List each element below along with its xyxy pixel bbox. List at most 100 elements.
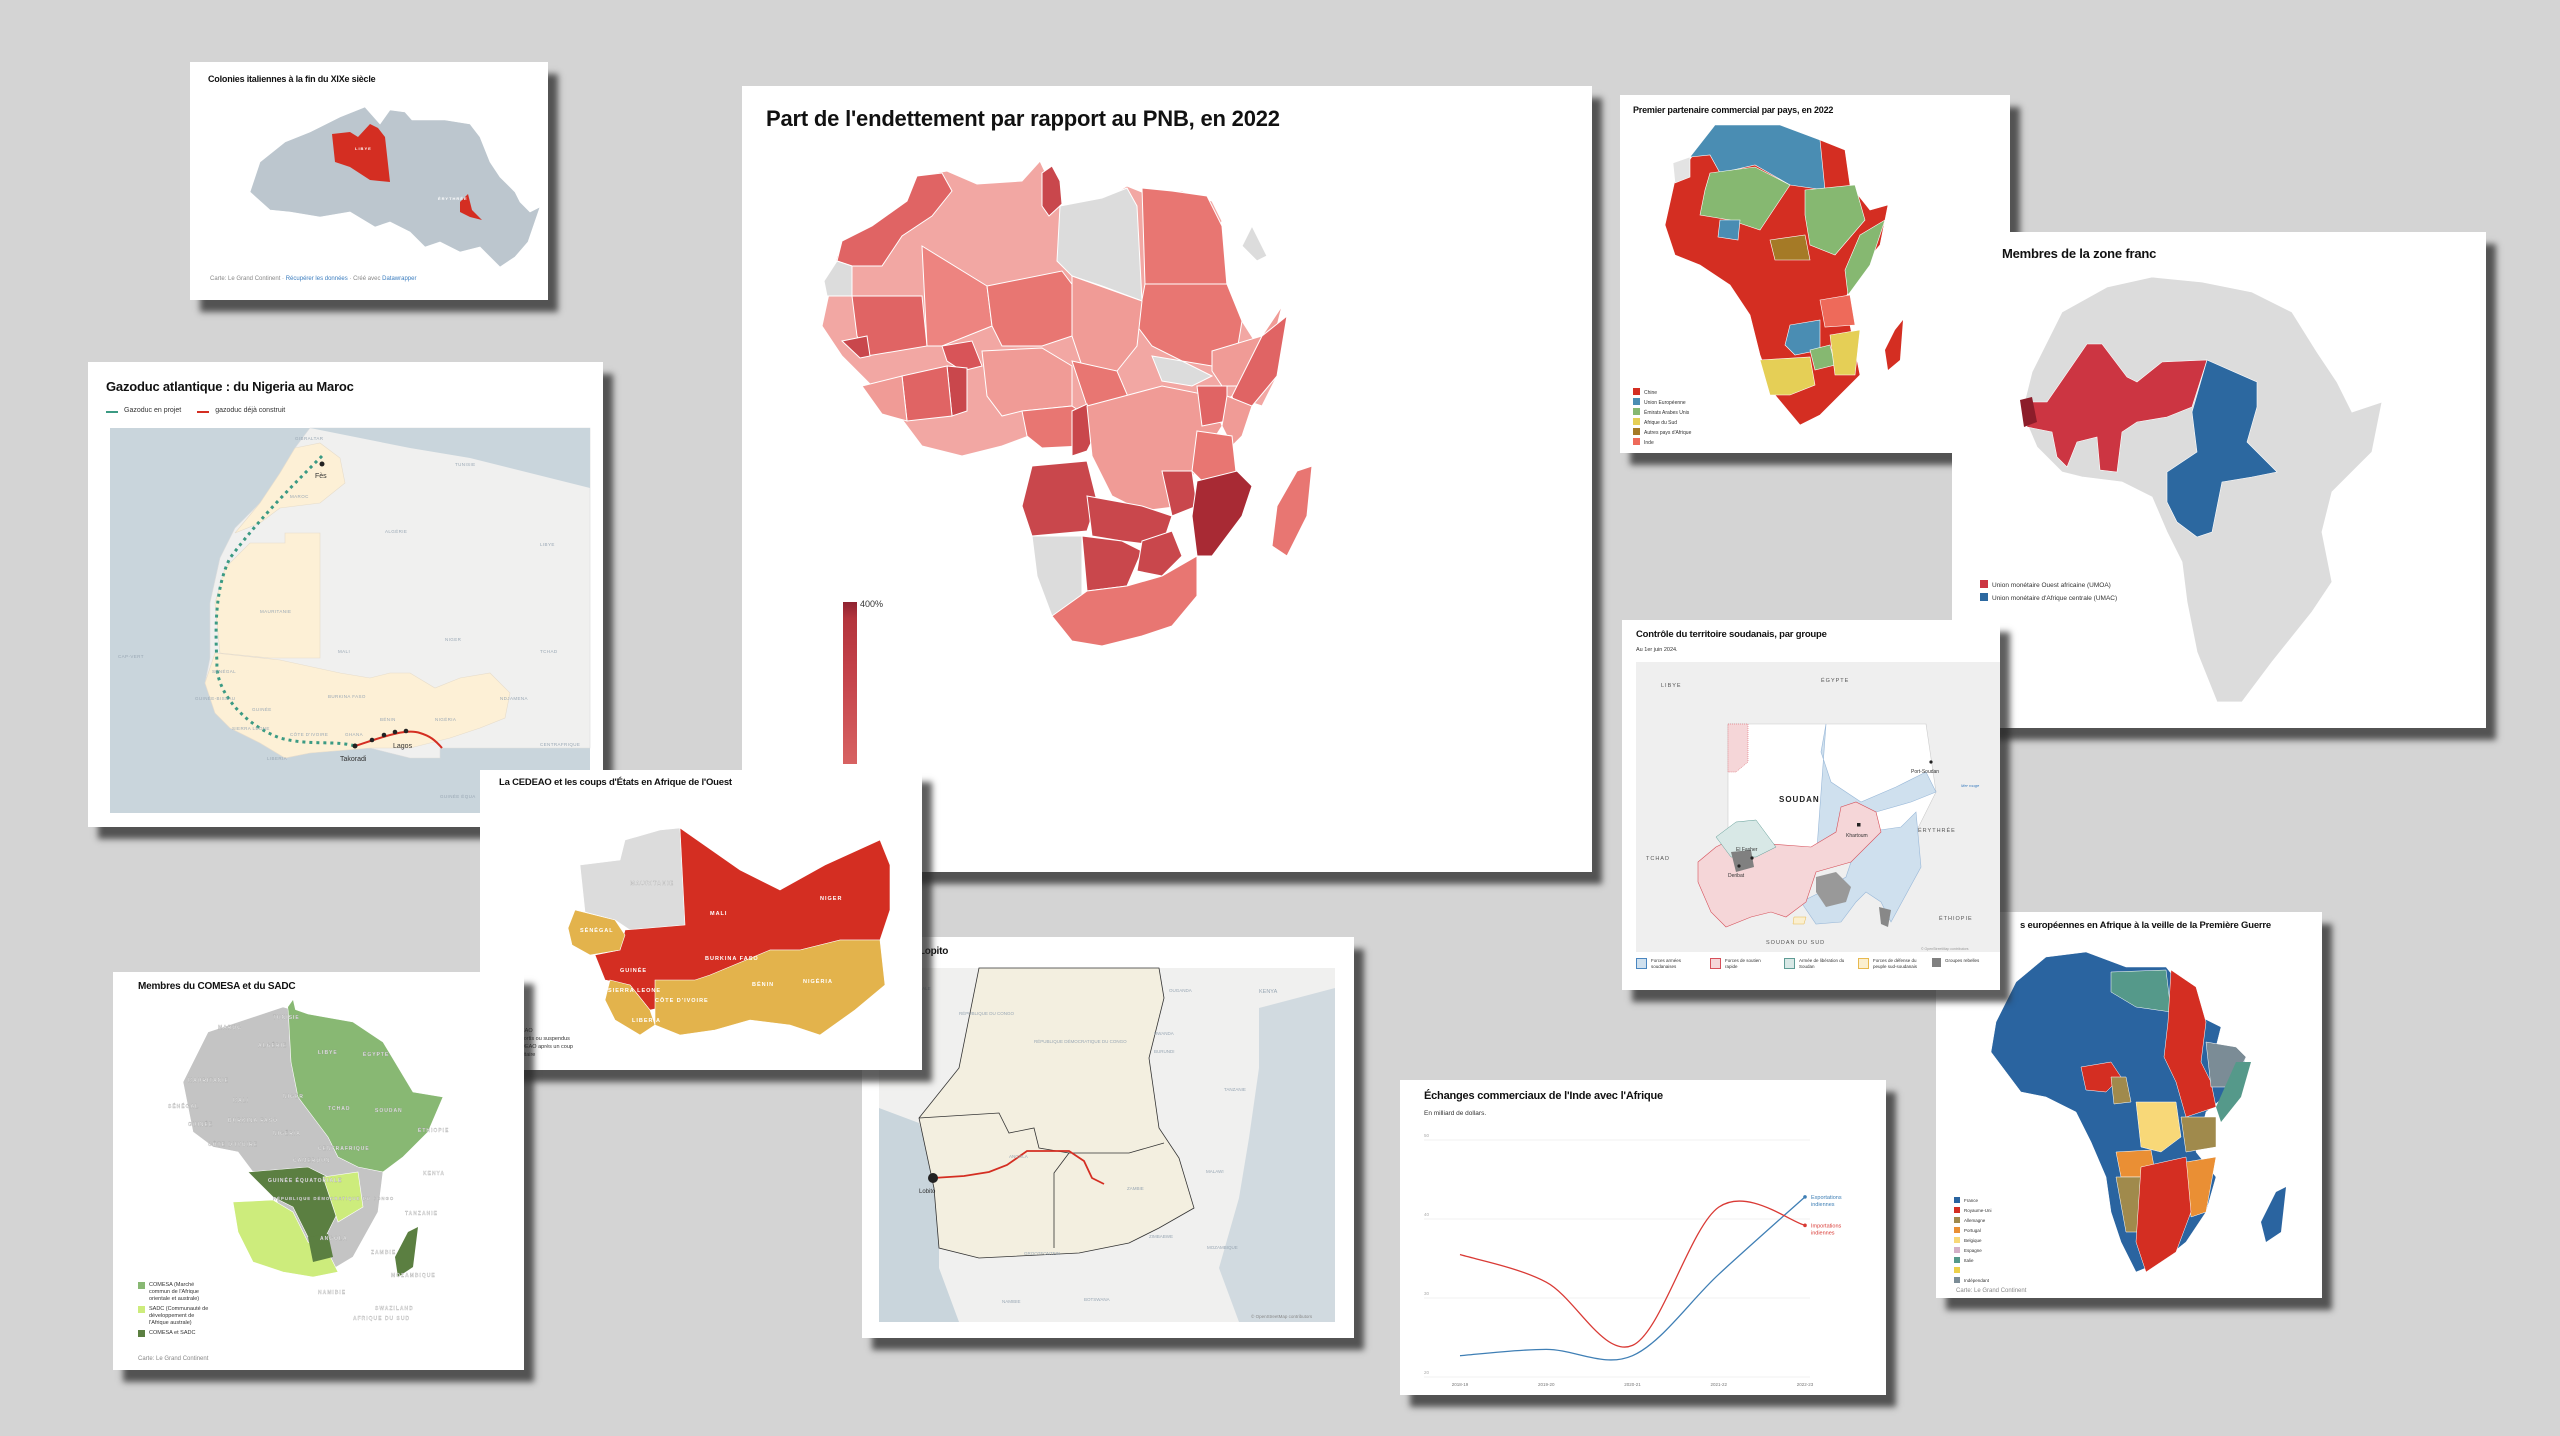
label-tchad: TCHAD <box>540 649 558 654</box>
label-kenya: KENYA <box>1259 989 1278 995</box>
label-botswana: BOTSWANA <box>1084 1297 1110 1302</box>
label-cote-divoire: CÔTE D'IVOIRE <box>208 1140 258 1148</box>
label-soudan-du-sud: SOUDAN DU SUD <box>1766 940 1825 946</box>
label-mozambique: MOZAMBIQUE <box>1207 1245 1238 1250</box>
label-swaziland: SWAZILAND <box>375 1306 414 1312</box>
x-tick-label: 2021-22 <box>1710 1382 1727 1387</box>
card-sudan[interactable]: Contrôle du territoire soudanais, par gr… <box>1622 620 2000 990</box>
legend-swatch <box>1932 958 1941 967</box>
label-rdc: RÉPUBLIQUE DÉMOCRATIQUE DU CONGO <box>273 1196 394 1201</box>
debt-legend-max: 400% <box>860 599 883 609</box>
legend-swatch <box>197 411 210 413</box>
label-libye: LIBYE <box>1661 683 1682 689</box>
label-tanzanie: TANZANIE <box>405 1211 438 1217</box>
label-liberia: LIBERIA <box>632 1018 661 1024</box>
card-lobito[interactable]: Corridor de Lopito Lobito ÉQUATORIALE GA… <box>862 937 1354 1338</box>
label-afrique-du-sud: AFRIQUE DU SUD <box>353 1316 410 1322</box>
label-guinee: GUINÉE <box>620 966 647 974</box>
legend-item: Groupes rebelles <box>1932 958 1996 969</box>
ecowas-legend-fragment: EAO sortis ou suspendus DEAO après un co… <box>521 1027 573 1059</box>
map-attribution[interactable]: © OpenStreetMap contributors <box>1251 1313 1313 1319</box>
label-malawi: MALAWI <box>1206 1169 1224 1174</box>
label-gibraltar: GIBRALTAR <box>295 436 324 441</box>
card-gas-pipeline[interactable]: Gazoduc atlantique : du Nigeria au Maroc… <box>88 362 603 827</box>
label-rdc: RÉPUBLIQUE DÉMOCRATIQUE DU CONGO <box>1034 1038 1127 1044</box>
legend-label: Belgique <box>1964 1238 1982 1243</box>
card-india-trade[interactable]: Échanges commerciaux de l'Inde avec l'Af… <box>1400 1080 1886 1395</box>
card-title: Membres de la zone franc <box>2002 246 2157 261</box>
north-africa-map: LIBYE ÉRYTHRÉE <box>249 106 541 268</box>
debt-africa-map: 400% <box>821 160 1313 764</box>
card-title: Échanges commerciaux de l'Inde avec l'Af… <box>1424 1090 1663 1102</box>
card-trade-partner[interactable]: Premier partenaire commercial par pays, … <box>1620 95 2010 453</box>
label-niger: NIGER <box>283 1094 304 1100</box>
card-subtitle: Au 1er juin 2024. <box>1636 647 1678 653</box>
label-ethiopie: ÉTHIOPIE <box>418 1126 449 1134</box>
legend-swatch <box>1710 958 1721 969</box>
series-label: Importations <box>1811 1223 1842 1229</box>
card-franc-zone[interactable]: Membres de la zone franc Union monétaire… <box>1952 232 2486 728</box>
city-port-soudan: Port-Soudan <box>1911 769 1939 775</box>
legend-label: Allemagne <box>1964 1218 1986 1223</box>
legend-label: Armée de libération du Soudan <box>1799 958 1845 969</box>
card-european-colonies[interactable]: s européennes en Afrique à la veille de … <box>1936 912 2322 1298</box>
pipeline-legend: Gazoduc en projet gazoduc déjà construit <box>106 407 285 417</box>
label-burkina-faso: BURKINA FASO <box>228 1118 278 1124</box>
label-mali: MALI <box>338 649 350 654</box>
city-el-fasher: El Fasher <box>1736 847 1758 853</box>
label-angola: ANGOLA <box>1009 1154 1028 1159</box>
label-grootfontein: GROOTFONTEIN <box>1024 1251 1060 1256</box>
card-title: Colonies italiennes à la fin du XIXe siè… <box>208 74 376 84</box>
label-maroc: MAROC <box>290 494 309 499</box>
comesa-sadc-legend: COMESA (Marché commun de l'Afrique orien… <box>138 1282 213 1340</box>
card-ecowas[interactable]: La CEDEAO et les coups d'États en Afriqu… <box>480 770 922 1070</box>
label-tunisie: TUNISIE <box>273 1015 300 1021</box>
comesa-sadc-map: TUNISIE MAROC ALGÉRIE LIBYE ÉGYPTE MAURI… <box>168 1000 449 1322</box>
lobito-map: Lobito ÉQUATORIALE GABON RÉPUBLIQUE DU C… <box>879 967 1335 1322</box>
label-nigeria: NIGÉRIA <box>435 716 456 722</box>
series-label: Exportations <box>1811 1195 1842 1201</box>
label-guinee-equatoriale: GUINÉE ÉQUATORIALE <box>268 1176 343 1184</box>
card-italian-colonies[interactable]: Colonies italiennes à la fin du XIXe siè… <box>190 62 548 300</box>
label-erythree: ÉRYTHRÉE <box>438 196 468 201</box>
footer-link-datawrapper[interactable]: Datawrapper <box>382 276 417 282</box>
legend-item: gazoduc déjà construit <box>197 407 285 414</box>
card-debt-ratio[interactable]: Part de l'endettement par rapport au PNB… <box>742 86 1592 872</box>
india-trade-line-chart: 20 30 40 50 2018-19 2019-20 2020-21 2021-22 2022… <box>1424 1133 1842 1387</box>
legend-label: Forces armées soudanaises <box>1651 958 1682 969</box>
label-burundi: BURUNDI <box>1154 1049 1175 1054</box>
series-label: indiennes <box>1811 1230 1835 1236</box>
legend-label: Gazoduc en projet <box>124 407 182 414</box>
y-tick-label: 50 <box>1424 1133 1430 1138</box>
label-cote-divoire: CÔTE D'IVOIRE <box>290 731 328 737</box>
label-mali: MALI <box>233 1098 249 1104</box>
legend-label: Afrique du Sud <box>1644 420 1677 426</box>
legend-swatch <box>1784 958 1795 969</box>
sudan-map: LIBYE ÉGYPTE SOUDAN TCHAD ÉRYTHRÉE ÉTHIO… <box>1636 662 2000 952</box>
label-angola: ANGOLA <box>320 1236 348 1242</box>
card-comesa-sadc[interactable]: Membres du COMESA et du SADC TUNISIE MAR… <box>113 972 524 1370</box>
city-lagos: Lagos <box>393 743 413 750</box>
legend-swatch <box>138 1282 145 1289</box>
legend-swatch <box>138 1306 145 1313</box>
y-tick-label: 40 <box>1424 1212 1430 1217</box>
legend-item: Gazoduc en projet <box>106 407 181 414</box>
label-mer-rouge: Mer rouge <box>1961 783 1980 788</box>
legend-label: Chine <box>1644 390 1657 396</box>
series-label: indiennes <box>1811 1202 1835 1208</box>
label-cap-vert: CAP-VERT <box>118 654 144 659</box>
map-attribution[interactable]: © OpenStreetMap contributors <box>1921 947 1969 951</box>
card-subtitle: En milliard de dollars. <box>1424 1110 1487 1117</box>
label-benin: BÉNIN <box>380 716 396 722</box>
label-algerie: ALGÉRIE <box>258 1041 287 1049</box>
footer-source: Carte: Le Grand Continent · <box>210 276 286 282</box>
legend-label: SADC (Communauté de développement de l'A… <box>149 1306 209 1326</box>
footer-link-data[interactable]: Récupérer les données <box>285 276 348 282</box>
card-title: La CEDEAO et les coups d'États en Afriqu… <box>499 777 732 788</box>
label-burkina-faso: BURKINA FASO <box>705 956 759 962</box>
label-libye: LIBYE <box>318 1050 338 1056</box>
label-soudan: SOUDAN <box>375 1108 403 1114</box>
label-kenya: KENYA <box>423 1171 445 1177</box>
card-title: Contrôle du territoire soudanais, par gr… <box>1636 629 1827 640</box>
legend-label-umoa: Union monétaire Ouest africaine (UMOA) <box>1992 582 2111 589</box>
